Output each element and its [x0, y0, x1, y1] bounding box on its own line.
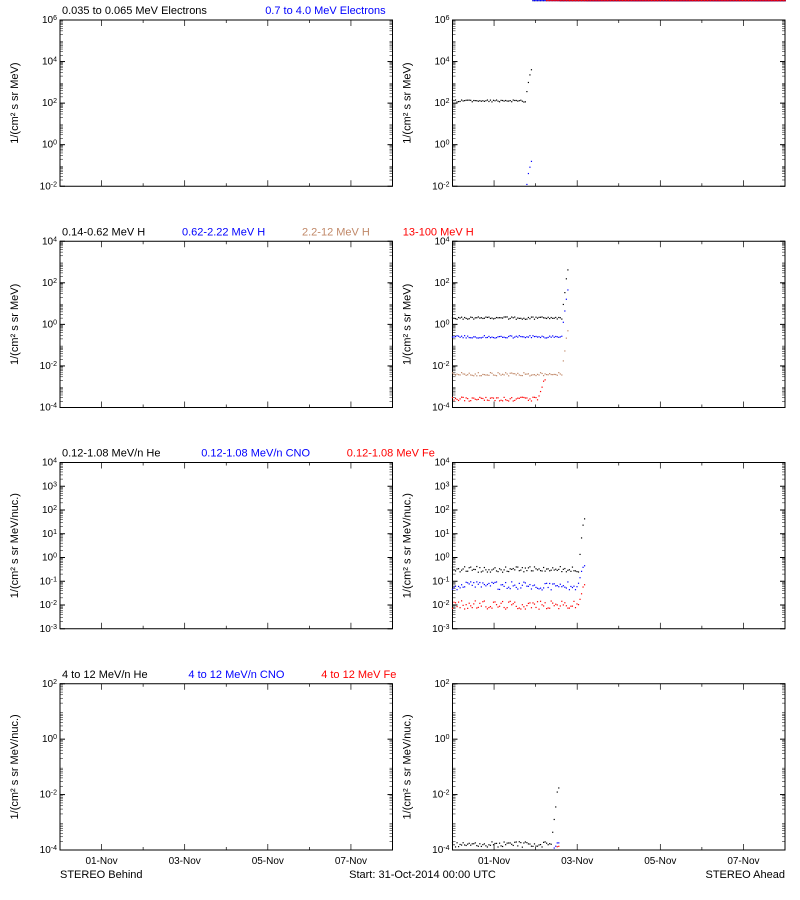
series-legend-label: 2.2-12 MeV H	[302, 226, 370, 238]
panel-frame	[60, 684, 393, 850]
footer-right-label: STEREO Ahead	[706, 869, 786, 881]
panel-frame	[60, 20, 393, 186]
data-series	[452, 0, 786, 376]
data-series	[452, 0, 786, 402]
svg-text:100: 100	[42, 139, 57, 151]
panel-frame	[453, 463, 786, 629]
x-tick-label: 07-Nov	[335, 856, 367, 867]
svg-text:10-2: 10-2	[432, 181, 449, 193]
svg-text:104: 104	[434, 56, 449, 68]
series-legend-label: 4 to 12 MeV/n He	[62, 669, 148, 681]
svg-text:100: 100	[42, 552, 57, 564]
series-legend-label: 0.7 to 4.0 MeV Electrons	[265, 5, 386, 17]
svg-text:102: 102	[42, 505, 57, 517]
svg-text:104: 104	[42, 236, 57, 248]
svg-text:102: 102	[434, 505, 449, 517]
x-tick-label: 03-Nov	[561, 856, 593, 867]
series-legend-label: 0.14-0.62 MeV H	[62, 226, 145, 238]
svg-text:10-4: 10-4	[40, 402, 57, 414]
svg-text:10-1: 10-1	[40, 576, 57, 588]
series-legend-label: 0.12-1.08 MeV/n CNO	[201, 448, 310, 460]
data-series	[452, 0, 786, 848]
data-series	[452, 0, 786, 103]
svg-text:10-3: 10-3	[40, 623, 57, 635]
svg-text:102: 102	[42, 98, 57, 110]
x-tick-label: 03-Nov	[169, 856, 201, 867]
series-legend-label: 0.035 to 0.065 MeV Electrons	[62, 5, 207, 17]
svg-text:106: 106	[434, 15, 449, 27]
panel-frame	[60, 241, 393, 407]
svg-text:103: 103	[434, 481, 449, 493]
svg-text:10-3: 10-3	[432, 623, 449, 635]
data-series	[526, 0, 785, 185]
svg-text:103: 103	[42, 481, 57, 493]
x-tick-label: 01-Nov	[478, 856, 510, 867]
data-series	[452, 0, 786, 610]
y-axis-label: 1/(cm² s sr MeV/nuc.)	[402, 714, 414, 819]
series-legend-label: 0.12-1.08 MeV/n He	[62, 448, 160, 460]
svg-text:10-2: 10-2	[40, 360, 57, 372]
svg-text:10-2: 10-2	[40, 789, 57, 801]
svg-text:10-4: 10-4	[432, 402, 449, 414]
svg-text:106: 106	[42, 15, 57, 27]
svg-text:10-2: 10-2	[432, 789, 449, 801]
footer-start-label: Start: 31-Oct-2014 00:00 UTC	[349, 869, 496, 881]
panel-frame	[453, 241, 786, 407]
series-legend-label: 4 to 12 MeV/n CNO	[188, 669, 284, 681]
svg-text:100: 100	[434, 734, 449, 746]
y-axis-label: 1/(cm² s sr MeV)	[9, 284, 21, 365]
y-axis-label: 1/(cm² s sr MeV)	[402, 62, 414, 143]
svg-text:102: 102	[434, 678, 449, 690]
panel-frame	[453, 20, 786, 186]
svg-text:100: 100	[434, 139, 449, 151]
x-tick-label: 01-Nov	[85, 856, 117, 867]
svg-text:102: 102	[434, 277, 449, 289]
panel-frame	[60, 463, 393, 629]
svg-text:10-2: 10-2	[432, 360, 449, 372]
x-tick-label: 07-Nov	[727, 856, 759, 867]
y-axis-label: 1/(cm² s sr MeV/nuc.)	[402, 493, 414, 598]
svg-text:104: 104	[434, 236, 449, 248]
svg-text:101: 101	[42, 528, 57, 540]
data-series	[452, 0, 786, 339]
x-tick-label: 05-Nov	[644, 856, 676, 867]
svg-text:100: 100	[42, 319, 57, 331]
y-axis-label: 1/(cm² s sr MeV/nuc.)	[9, 714, 21, 819]
data-series	[557, 0, 786, 847]
svg-text:104: 104	[434, 457, 449, 469]
series-legend-label: 0.62-2.22 MeV H	[182, 226, 265, 238]
svg-text:100: 100	[434, 319, 449, 331]
data-series	[452, 0, 786, 590]
svg-text:100: 100	[434, 552, 449, 564]
data-series	[452, 0, 786, 320]
x-tick-label: 05-Nov	[252, 856, 284, 867]
y-axis-label: 1/(cm² s sr MeV)	[9, 62, 21, 143]
svg-text:102: 102	[42, 678, 57, 690]
series-legend-label: 4 to 12 MeV Fe	[321, 669, 396, 681]
svg-text:100: 100	[42, 734, 57, 746]
svg-text:10-1: 10-1	[432, 576, 449, 588]
series-legend-label: 0.12-1.08 MeV Fe	[347, 448, 435, 460]
footer-left-label: STEREO Behind	[60, 869, 143, 881]
data-series	[452, 0, 786, 573]
svg-text:102: 102	[434, 98, 449, 110]
svg-text:101: 101	[434, 528, 449, 540]
svg-text:10-4: 10-4	[432, 845, 449, 857]
svg-text:104: 104	[42, 457, 57, 469]
y-axis-label: 1/(cm² s sr MeV)	[402, 284, 414, 365]
svg-text:102: 102	[42, 277, 57, 289]
svg-text:10-2: 10-2	[432, 600, 449, 612]
svg-text:10-4: 10-4	[40, 845, 57, 857]
svg-text:104: 104	[42, 56, 57, 68]
svg-text:10-2: 10-2	[40, 181, 57, 193]
svg-text:10-2: 10-2	[40, 600, 57, 612]
data-series	[554, 0, 786, 849]
panel-frame	[453, 684, 786, 850]
y-axis-label: 1/(cm² s sr MeV/nuc.)	[9, 493, 21, 598]
stereo-flux-plots: 0.035 to 0.065 MeV Electrons 0.7 to 4.0 M…	[0, 0, 800, 900]
